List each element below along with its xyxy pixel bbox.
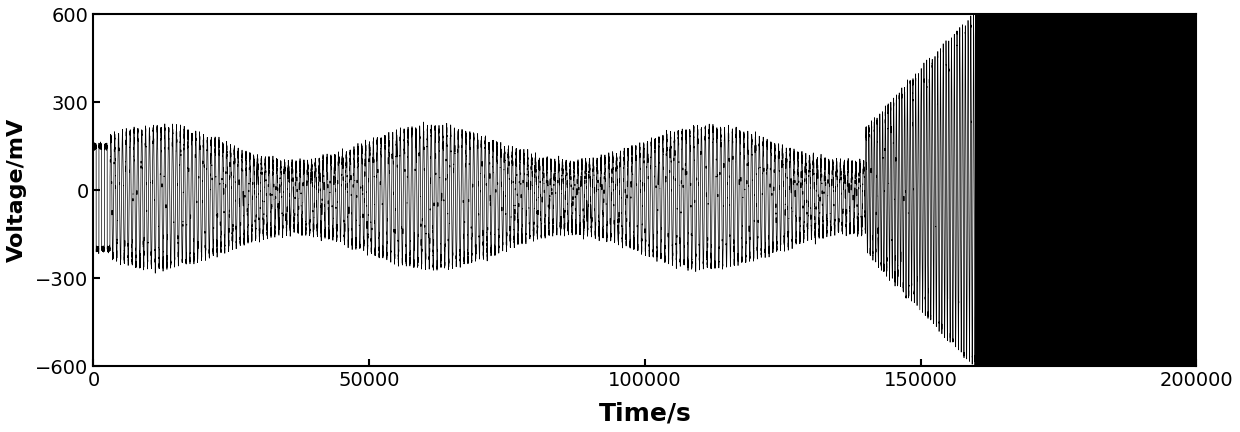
Bar bbox=[976, 14, 1197, 366]
X-axis label: Time/s: Time/s bbox=[599, 401, 691, 425]
Y-axis label: Voltage/mV: Voltage/mV bbox=[7, 118, 27, 262]
